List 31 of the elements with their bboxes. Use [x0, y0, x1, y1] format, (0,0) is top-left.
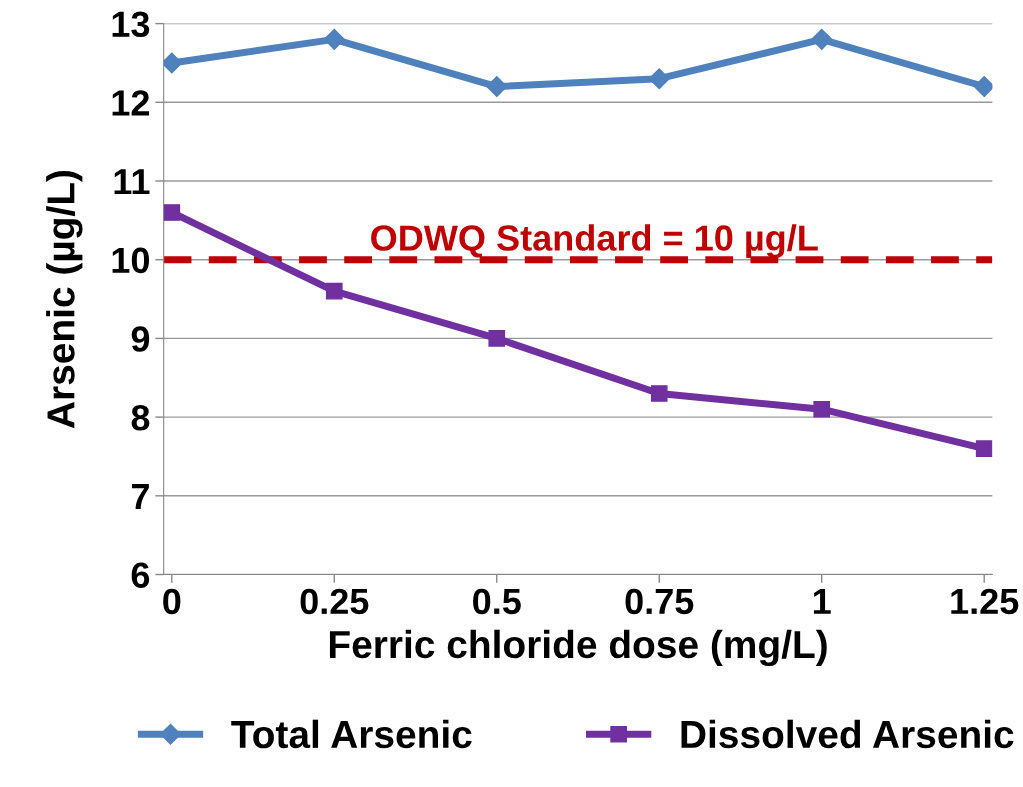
point — [975, 440, 993, 457]
point — [973, 76, 993, 98]
x-tick-label: 0.25 — [300, 588, 369, 615]
y-tick-label: 10 — [112, 247, 150, 274]
point — [323, 28, 345, 50]
legend-label: Dissolved Arsenic — [681, 719, 1014, 749]
x-tick-label: 1 — [813, 589, 831, 614]
ref-line-label: ODWQ Standard = 10 µg/L — [371, 224, 818, 259]
legend-label: Total Arsenic — [231, 719, 472, 749]
x-tick-label: 0.75 — [625, 588, 694, 615]
x-axis-title: Ferric chloride dose (mg/L) — [329, 629, 827, 667]
point — [648, 68, 670, 90]
point — [163, 52, 183, 74]
x-tick-label: 1.25 — [951, 588, 1019, 615]
point — [488, 330, 506, 347]
point — [163, 204, 181, 221]
y-tick-label: 11 — [114, 169, 150, 195]
y-tick-label: 9 — [131, 326, 150, 352]
y-tick-label: 6 — [131, 562, 150, 588]
x-tick-label: 0 — [163, 588, 181, 615]
y-axis-title: Arsenic (µg/L) — [46, 170, 83, 429]
y-tick-label: 13 — [112, 11, 150, 38]
y-tick-label: 7 — [131, 484, 149, 509]
y-tick-label: 8 — [131, 404, 150, 431]
point — [325, 282, 343, 300]
point — [650, 385, 668, 402]
point — [486, 76, 508, 98]
y-tick-label: 12 — [112, 90, 150, 116]
x-tick-label: 0.5 — [473, 588, 521, 615]
point — [811, 28, 833, 50]
point — [813, 400, 831, 418]
